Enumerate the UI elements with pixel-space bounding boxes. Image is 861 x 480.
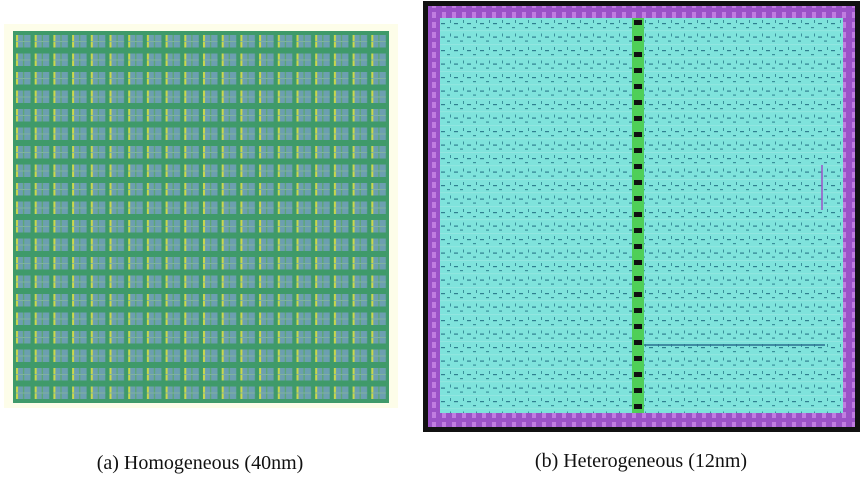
figure: {"captions": {"left": "(a) Homogeneous (… [0, 0, 861, 480]
homo-grid [14, 32, 388, 402]
caption-right: (b) Heterogeneous (12nm) [535, 450, 747, 473]
hetero-green-column [632, 18, 644, 413]
layout-images [0, 0, 861, 440]
caption-left: (a) Homogeneous (40nm) [97, 452, 304, 475]
